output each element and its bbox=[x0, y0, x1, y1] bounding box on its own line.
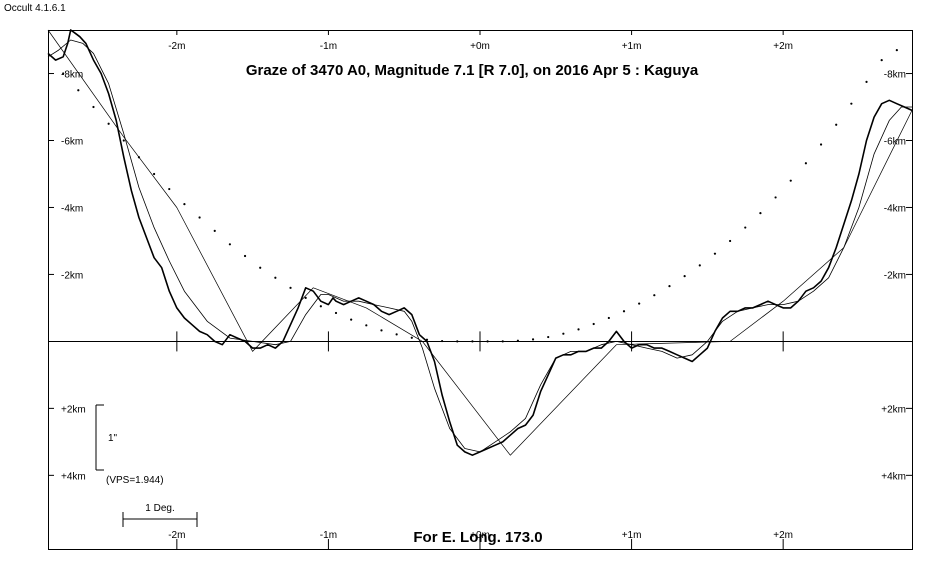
limit-dot bbox=[819, 143, 823, 146]
y-tick-label-left: -8km bbox=[61, 70, 83, 81]
y-tick-label-right: -6km bbox=[884, 136, 906, 147]
x-tick-label-top: +0m bbox=[470, 41, 490, 52]
limit-dot bbox=[850, 102, 853, 105]
limit-dot bbox=[607, 316, 610, 320]
limit-dot bbox=[880, 59, 883, 62]
limit-dot bbox=[334, 311, 338, 315]
limit-dot bbox=[486, 340, 489, 343]
limit-dot bbox=[471, 340, 474, 343]
limit-dot bbox=[228, 243, 231, 246]
x-tick-label-bottom: +0m bbox=[470, 530, 490, 541]
limit-dot bbox=[744, 226, 747, 229]
limit-dot bbox=[592, 322, 595, 326]
limit-dot bbox=[213, 229, 216, 233]
limit-dot bbox=[895, 48, 898, 52]
limit-dot bbox=[198, 216, 201, 219]
x-tick-label-bottom: -2m bbox=[168, 530, 185, 541]
plot-frame bbox=[48, 30, 913, 550]
y-tick-label-left: +2km bbox=[61, 404, 86, 415]
limit-dot bbox=[183, 203, 186, 206]
limit-dot bbox=[441, 339, 444, 343]
footer-longitude: For E. Long. 173.0 bbox=[413, 529, 542, 546]
limit-dot bbox=[77, 89, 80, 92]
limit-dot bbox=[729, 239, 732, 243]
limit-dot bbox=[804, 162, 807, 165]
x-tick-label-bottom: -1m bbox=[320, 530, 337, 541]
y-tick-label-right: -8km bbox=[884, 70, 906, 81]
limit-dot bbox=[698, 264, 701, 267]
limit-dots-series bbox=[62, 48, 898, 343]
x-tick-label-top: +2m bbox=[773, 41, 793, 52]
y-tick-label-left: -6km bbox=[61, 136, 83, 147]
limit-dot bbox=[638, 302, 641, 305]
deg-bar-label: 1 Deg. bbox=[145, 503, 174, 514]
limit-dot bbox=[622, 310, 626, 313]
limit-dot bbox=[789, 179, 792, 182]
limit-dot bbox=[395, 333, 398, 336]
limit-dot bbox=[380, 329, 383, 332]
limit-dot bbox=[531, 338, 535, 341]
limit-dot bbox=[304, 296, 307, 299]
y-tick-label-left: -4km bbox=[61, 203, 83, 214]
limit-dot bbox=[365, 324, 368, 327]
limit-dot bbox=[547, 335, 550, 339]
limit-dot bbox=[319, 305, 322, 308]
limit-dot bbox=[137, 156, 141, 159]
x-tick-label-top: -2m bbox=[168, 41, 185, 52]
limit-dot bbox=[653, 294, 656, 297]
app-version-label: Occult 4.1.6.1 bbox=[4, 3, 66, 14]
limit-dot bbox=[243, 254, 247, 258]
profile-smooth-line bbox=[47, 39, 912, 453]
limit-dot bbox=[683, 275, 686, 278]
series-layer bbox=[47, 29, 913, 457]
limit-dot bbox=[92, 105, 95, 109]
limit-dot bbox=[350, 318, 353, 321]
y-tick-label-right: +2km bbox=[881, 404, 906, 415]
limit-dot bbox=[865, 80, 868, 83]
limit-dot bbox=[562, 332, 565, 335]
x-tick-label-bottom: +2m bbox=[773, 530, 793, 541]
straight-limb-line bbox=[47, 29, 913, 456]
limit-dot bbox=[516, 339, 519, 342]
limit-dot bbox=[62, 72, 65, 75]
limit-dot bbox=[259, 266, 262, 269]
y-tick-label-left: -2km bbox=[61, 270, 83, 281]
limit-dot bbox=[425, 338, 429, 341]
limit-dot bbox=[759, 212, 762, 215]
limit-dot bbox=[168, 187, 171, 191]
limit-dot bbox=[668, 285, 671, 288]
tick-marks bbox=[48, 30, 912, 549]
vps-label: (VPS=1.944) bbox=[106, 475, 164, 486]
scale-bar: 1" (VPS=1.944) bbox=[95, 404, 164, 486]
limit-dot bbox=[501, 340, 504, 343]
limit-dot bbox=[153, 172, 156, 176]
x-tick-label-top: -1m bbox=[320, 41, 337, 52]
deg-bar: 1 Deg. bbox=[122, 503, 198, 527]
limit-dot bbox=[274, 276, 277, 279]
scale-bar-label: 1" bbox=[108, 433, 118, 444]
x-tick-label-bottom: +1m bbox=[622, 530, 642, 541]
y-tick-label-right: -2km bbox=[884, 270, 906, 281]
limit-dot bbox=[122, 139, 125, 142]
limit-dot bbox=[456, 340, 459, 343]
limit-dot bbox=[835, 123, 838, 126]
y-tick-label-left: +4km bbox=[61, 471, 86, 482]
tick-labels: -2m -2m -1m -1m +0m +0m +1m +1m +2m +2m -8km -8km -6… bbox=[61, 41, 906, 541]
limit-dot bbox=[774, 196, 777, 199]
limit-dot bbox=[289, 286, 292, 289]
limit-dot bbox=[577, 328, 580, 331]
profile-detailed-line bbox=[47, 29, 913, 457]
limit-dot bbox=[410, 336, 413, 339]
y-tick-label-right: +4km bbox=[881, 471, 906, 482]
x-tick-label-top: +1m bbox=[622, 41, 642, 52]
limit-dot bbox=[107, 122, 110, 125]
chart-title: Graze of 3470 A0, Magnitude 7.1 [R 7.0],… bbox=[246, 62, 699, 79]
limit-dot bbox=[713, 252, 717, 255]
y-tick-label-right: -4km bbox=[884, 203, 906, 214]
